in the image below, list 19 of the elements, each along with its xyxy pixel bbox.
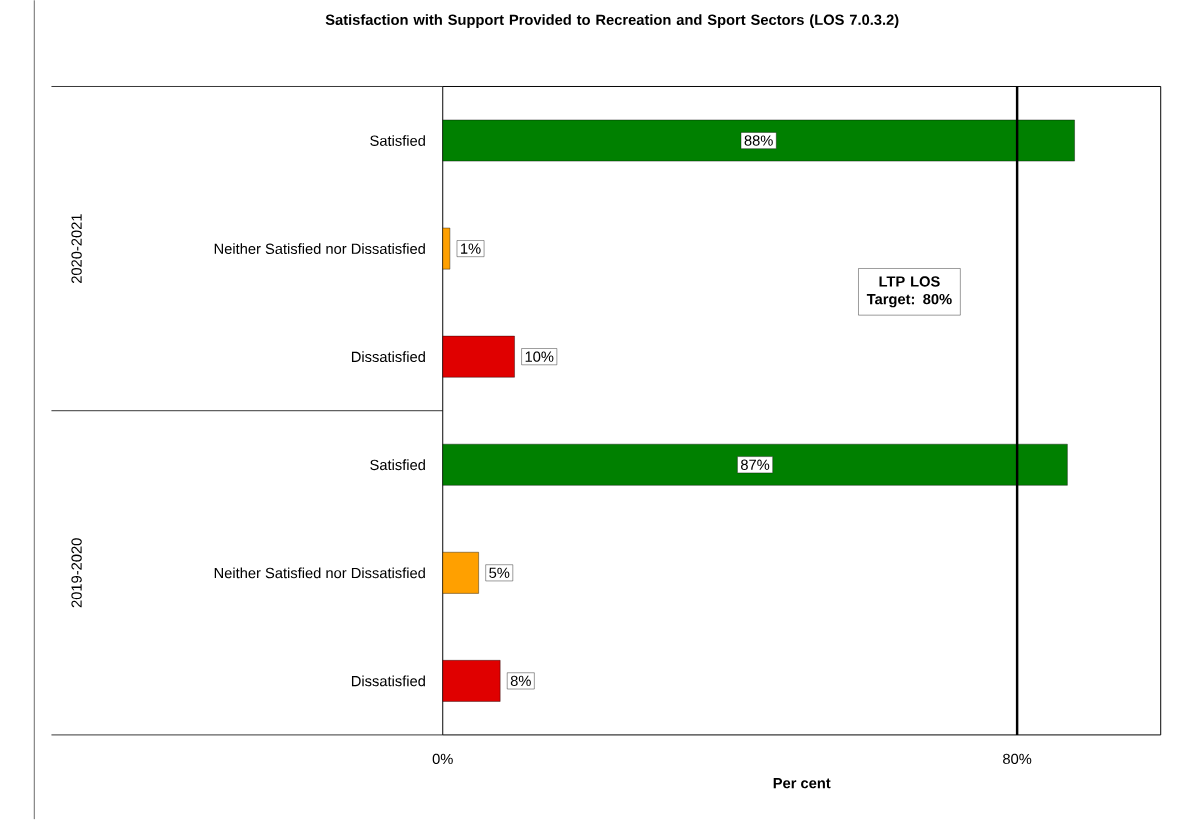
x-tick-label: 80%	[1003, 753, 1032, 765]
data-label: 10%	[525, 351, 554, 362]
data-label: 87%	[741, 459, 770, 470]
data-label: 5%	[489, 567, 510, 578]
data-label: 1%	[461, 243, 481, 254]
y-tick-label: Satisfied	[370, 459, 425, 471]
ref-line-label: LTP LOS Target: 80%	[866, 276, 952, 308]
text: 2020-2021	[71, 214, 82, 283]
chart-title: Satisfaction with Support Provided to Recreation and Sport Sectors (LOS 7.0.3.2)	[325, 14, 899, 28]
text: 2019-2020	[71, 538, 82, 608]
y-tick-label: Dissatisfied	[351, 675, 425, 687]
x-axis-title: Per cent	[773, 778, 831, 789]
data-label: 88%	[744, 135, 773, 146]
y-tick-label: Dissatisfied	[351, 351, 425, 363]
x-tick-label: 0%	[432, 753, 453, 765]
y-tick-label: Satisfied	[370, 135, 425, 146]
data-label: 8%	[510, 675, 531, 687]
y-tick-label: Neither Satisfied nor Dissatisfied	[214, 567, 425, 579]
y-tick-label: Neither Satisfied nor Dissatisfied	[214, 243, 425, 254]
